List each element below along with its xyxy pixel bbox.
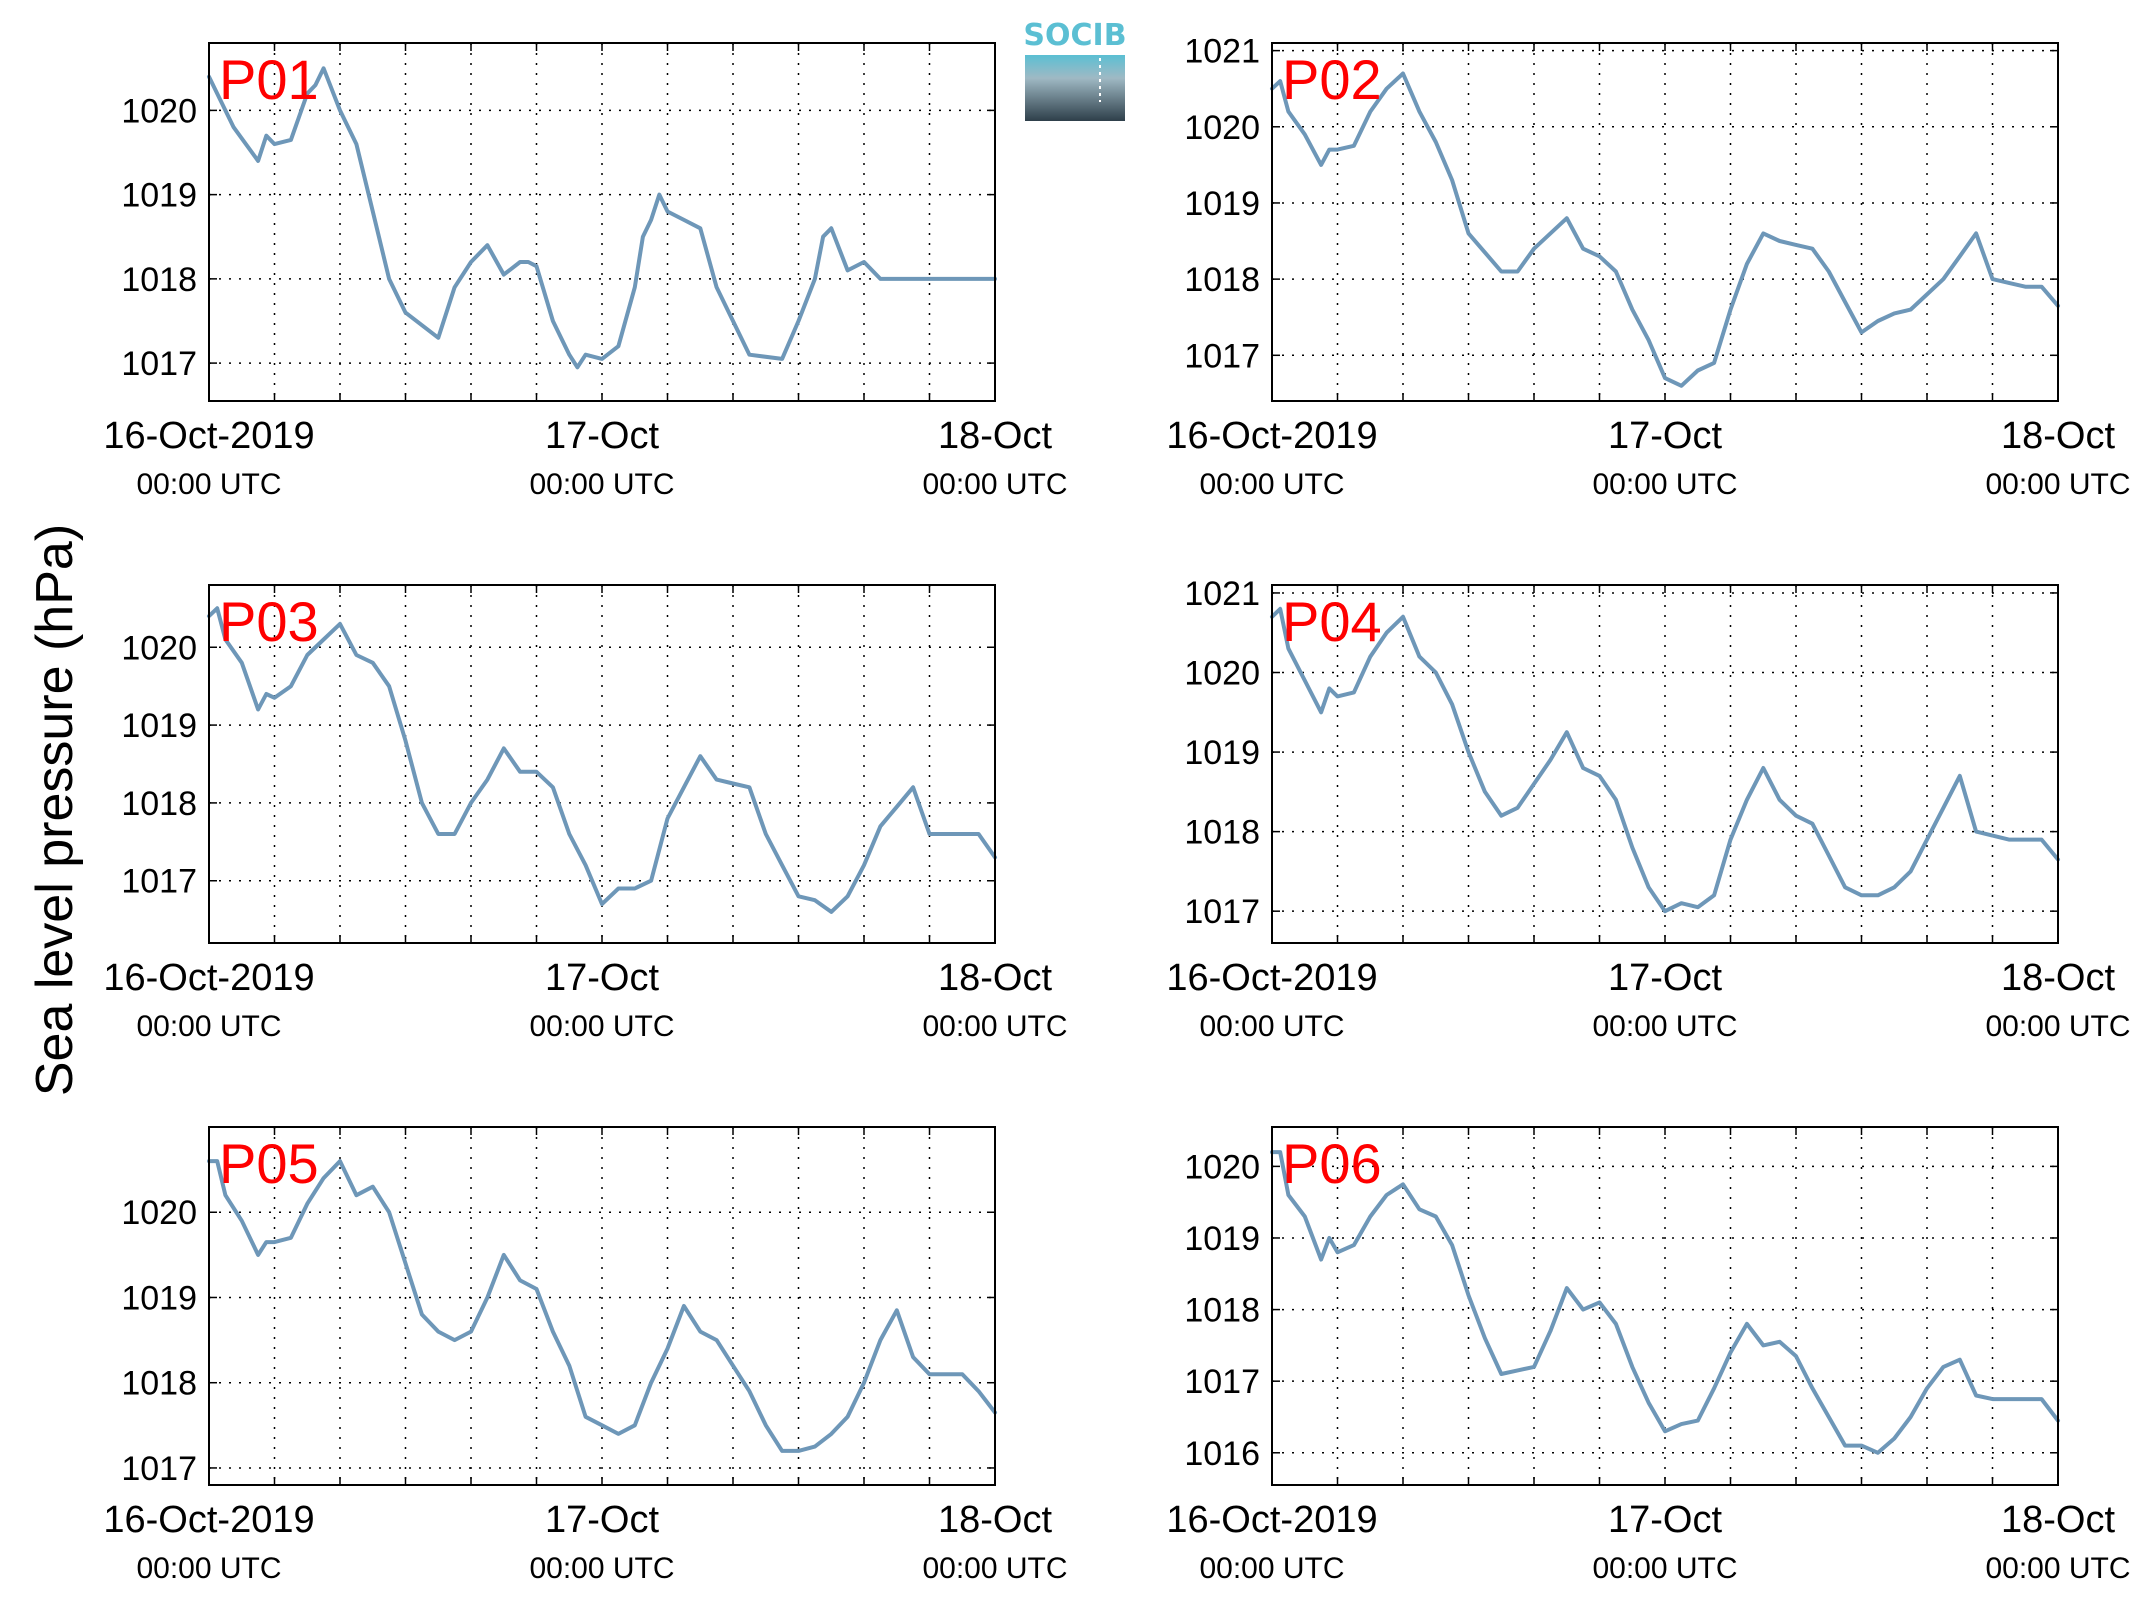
panel-p02: 1017 1018 1019 1020 1021 16-Oct-2019 00:00 UTC…: [1166, 33, 2130, 501]
plot-area: [209, 43, 995, 401]
x-tick-label-date: 16-Oct-2019: [103, 957, 314, 999]
panel-label: P02: [1282, 48, 1382, 111]
y-axis-label: Sea level pressure (hPa): [26, 524, 84, 1096]
panel-p01: 1017 1018 1019 1020 16-Oct-2019 00:00 UTC 17-O…: [103, 42, 1068, 501]
x-tick-label-date: 17-Oct: [545, 415, 659, 457]
y-tick-label: 1017: [121, 345, 197, 383]
x-tick-label-time: 00:00 UTC: [1592, 468, 1737, 501]
panel-label: P05: [219, 1132, 319, 1195]
y-tick-label: 1020: [1184, 109, 1260, 147]
x-tick-label-date: 17-Oct: [545, 957, 659, 999]
panel-p06: 1016 1017 1018 1019 1020 16-Oct-2019 00:00 UTC…: [1166, 1126, 2131, 1585]
x-tick-label-time: 00:00 UTC: [1199, 468, 1344, 501]
x-tick-label-date: 16-Oct-2019: [1166, 415, 1377, 457]
x-tick-label-date: 18-Oct: [2001, 415, 2115, 457]
plot-frame: [208, 42, 996, 402]
x-tick-label-date: 18-Oct: [938, 957, 1052, 999]
y-tick-label: 1019: [1184, 185, 1260, 223]
x-tick-label-date: 16-Oct-2019: [1166, 957, 1377, 999]
x-tick-label-time: 00:00 UTC: [1592, 1552, 1737, 1585]
y-tick-label: 1020: [121, 1194, 197, 1232]
y-tick-label: 1020: [121, 92, 197, 130]
x-tick-label-time: 00:00 UTC: [1985, 468, 2130, 501]
panel-p03: 1017 1018 1019 1020 16-Oct-2019 00:00 UTC 17-O…: [103, 584, 1068, 1043]
series-line: [207, 66, 997, 370]
y-tick-label: 1021: [1184, 33, 1260, 71]
x-tick-label-date: 18-Oct: [2001, 957, 2115, 999]
y-tick-label: 1017: [1184, 337, 1260, 375]
y-tick-label: 1019: [121, 177, 197, 215]
y-tick-label: 1020: [1184, 655, 1260, 693]
plot-area: [209, 1127, 995, 1485]
x-tick-label-date: 17-Oct: [545, 1499, 659, 1541]
x-tick-label-time: 00:00 UTC: [1199, 1010, 1344, 1043]
x-tick-label-date: 17-Oct: [1608, 957, 1722, 999]
y-tick-label: 1019: [121, 707, 197, 745]
x-tick-label-time: 00:00 UTC: [922, 1552, 1067, 1585]
x-tick-label-time: 00:00 UTC: [922, 1010, 1067, 1043]
series-line: [207, 606, 997, 914]
panel-label: P04: [1282, 590, 1382, 653]
panel-label: P01: [219, 48, 319, 111]
panel-label: P03: [219, 590, 319, 653]
series-line: [1270, 606, 2060, 914]
y-tick-label: 1018: [121, 1365, 197, 1403]
plot-frame: [1271, 42, 2059, 402]
series-line: [207, 1159, 997, 1453]
y-tick-label: 1020: [1184, 1148, 1260, 1186]
x-tick-label-date: 17-Oct: [1608, 415, 1722, 457]
x-tick-label-date: 16-Oct-2019: [103, 415, 314, 457]
y-tick-label: 1019: [1184, 1220, 1260, 1258]
y-tick-label: 1016: [1184, 1435, 1260, 1473]
x-tick-label-time: 00:00 UTC: [529, 1552, 674, 1585]
y-tick-label: 1018: [121, 785, 197, 823]
y-tick-label: 1017: [1184, 1363, 1260, 1401]
y-tick-label: 1019: [1184, 734, 1260, 772]
panel-p04: 1017 1018 1019 1020 1021 16-Oct-2019 00:00 UTC…: [1166, 575, 2130, 1043]
plot-frame: [208, 1126, 996, 1486]
series-line: [1270, 1150, 2060, 1455]
plot-area: [1272, 43, 2058, 401]
y-tick-label: 1017: [1184, 893, 1260, 931]
x-tick-label-date: 18-Oct: [2001, 1499, 2115, 1541]
x-tick-label-time: 00:00 UTC: [1199, 1552, 1344, 1585]
x-tick-label-time: 00:00 UTC: [136, 468, 281, 501]
y-tick-label: 1021: [1184, 575, 1260, 613]
y-tick-label: 1020: [121, 629, 197, 667]
x-tick-label-date: 18-Oct: [938, 1499, 1052, 1541]
x-tick-label-time: 00:00 UTC: [136, 1552, 281, 1585]
x-tick-label-time: 00:00 UTC: [529, 468, 674, 501]
plot-area: [1272, 585, 2058, 943]
panel-label: P06: [1282, 1132, 1382, 1195]
panels: 1017 1018 1019 1020 16-Oct-2019 00:00 UTC 17-O…: [103, 33, 2130, 1585]
x-tick-label-time: 00:00 UTC: [136, 1010, 281, 1043]
plot-frame: [1271, 1126, 2059, 1486]
y-tick-label: 1018: [1184, 814, 1260, 852]
y-tick-label: 1017: [121, 1450, 197, 1488]
logo-text: SOCIB: [1023, 18, 1126, 53]
plot-frame: [208, 584, 996, 944]
logo-background: [1025, 55, 1125, 121]
series-line: [1270, 71, 2060, 388]
x-tick-label-date: 16-Oct-2019: [1166, 1499, 1377, 1541]
y-tick-label: 1018: [121, 261, 197, 299]
y-tick-label: 1019: [121, 1279, 197, 1317]
x-tick-label-time: 00:00 UTC: [1985, 1010, 2130, 1043]
x-tick-label-date: 16-Oct-2019: [103, 1499, 314, 1541]
x-tick-label-date: 17-Oct: [1608, 1499, 1722, 1541]
logo: SOCIB: [1023, 18, 1127, 121]
y-tick-label: 1018: [1184, 261, 1260, 299]
y-tick-label: 1017: [121, 863, 197, 901]
y-tick-label: 1018: [1184, 1292, 1260, 1330]
x-tick-label-time: 00:00 UTC: [529, 1010, 674, 1043]
plot-frame: [1271, 584, 2059, 944]
x-tick-label-time: 00:00 UTC: [1985, 1552, 2130, 1585]
x-tick-label-time: 00:00 UTC: [1592, 1010, 1737, 1043]
panel-p05: 1017 1018 1019 1020 16-Oct-2019 00:00 UTC 17-O…: [103, 1126, 1068, 1585]
x-tick-label-date: 18-Oct: [938, 415, 1052, 457]
x-tick-label-time: 00:00 UTC: [922, 468, 1067, 501]
plot-area: [209, 585, 995, 943]
